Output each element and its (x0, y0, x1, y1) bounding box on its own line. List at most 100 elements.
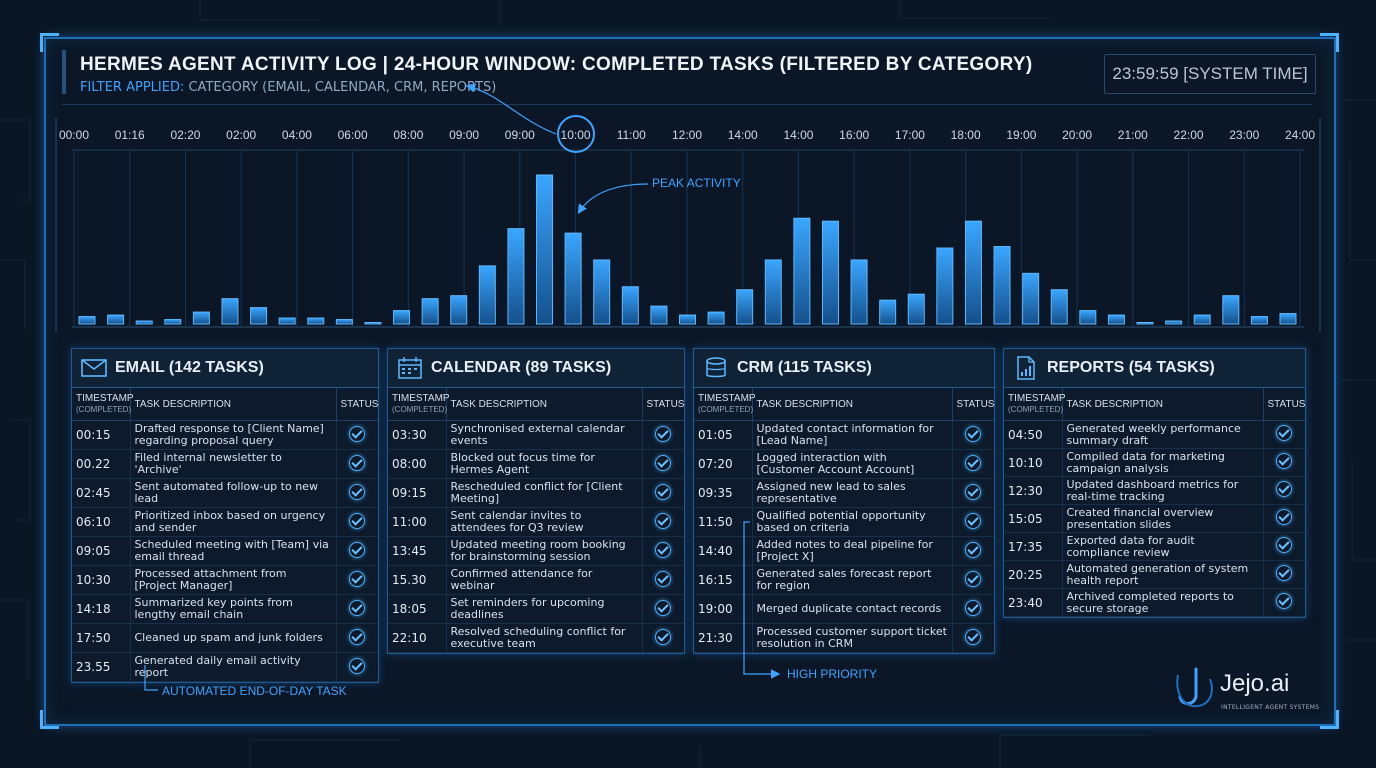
column-header-timestamp[interactable]: TIMESTAMP (COMPLETED) (72, 388, 134, 421)
column-header-task[interactable]: TASK DESCRIPTION (446, 388, 643, 421)
task-row[interactable]: 16:15 Generated sales forecast report for… (694, 565, 994, 595)
task-row[interactable]: 00.22 Filed internal newsletter to 'Archi… (72, 449, 378, 479)
activity-bar[interactable] (164, 319, 182, 325)
activity-bar[interactable] (393, 310, 411, 325)
column-header-task[interactable]: TASK DESCRIPTION (1062, 388, 1264, 421)
task-row[interactable]: 23:40 Archived completed reports to secur… (1004, 588, 1305, 617)
task-status (952, 565, 994, 595)
task-row[interactable]: 20:25 Automated generation of system heal… (1004, 560, 1305, 589)
activity-bar[interactable] (650, 305, 668, 325)
activity-bar[interactable] (964, 220, 982, 325)
activity-bar[interactable] (993, 246, 1011, 325)
activity-bar[interactable] (707, 311, 725, 325)
activity-bar[interactable] (1279, 313, 1297, 325)
activity-bar[interactable] (450, 295, 468, 325)
filter-indicator[interactable]: FILTER APPLIED: CATEGORY (EMAIL, CALENDA… (80, 80, 496, 95)
task-row[interactable]: 22:10 Resolved scheduling conflict for ex… (388, 623, 684, 653)
activity-bar[interactable] (764, 259, 782, 325)
column-header-status[interactable]: STATUS (952, 388, 994, 421)
task-row[interactable]: 23.55 Generated daily email activity repo… (72, 652, 378, 682)
check-circle-icon (349, 570, 366, 587)
activity-bar[interactable] (278, 317, 296, 325)
task-row[interactable]: 08:00 Blocked out focus time for Hermes A… (388, 449, 684, 479)
task-row[interactable]: 09:35 Assigned new lead to sales represen… (694, 478, 994, 508)
corner-accent (40, 710, 59, 729)
activity-bar[interactable] (879, 299, 897, 325)
activity-bar[interactable] (1165, 320, 1183, 325)
task-row[interactable]: 11:00 Sent calendar invites to attendees … (388, 507, 684, 537)
task-row[interactable]: 04:50 Generated weekly performance summar… (1004, 420, 1305, 449)
task-row[interactable]: 10:10 Compiled data for marketing campaig… (1004, 448, 1305, 477)
activity-bar[interactable] (307, 317, 325, 325)
activity-bar[interactable] (793, 217, 811, 325)
activity-bar[interactable] (564, 232, 582, 325)
activity-bar[interactable] (621, 286, 639, 325)
activity-bar[interactable] (1022, 272, 1040, 325)
activity-bar[interactable] (821, 220, 839, 325)
activity-bar[interactable] (192, 311, 210, 325)
column-header-status[interactable]: STATUS (336, 388, 378, 421)
activity-bar[interactable] (1222, 295, 1240, 325)
activity-bar[interactable] (107, 314, 125, 325)
column-header-timestamp[interactable]: TIMESTAMP (COMPLETED) (694, 388, 756, 421)
activity-bar[interactable] (507, 228, 525, 325)
activity-bar[interactable] (478, 265, 496, 325)
task-row[interactable]: 01:05 Updated contact information for [Le… (694, 420, 994, 450)
activity-bar[interactable] (1136, 322, 1154, 325)
task-row[interactable]: 00:15 Drafted response to [Client Name] r… (72, 420, 378, 450)
column-header-timestamp[interactable]: TIMESTAMP (COMPLETED) (388, 388, 450, 421)
task-row[interactable]: 14:18 Summarized key points from lengthy … (72, 594, 378, 624)
task-row[interactable]: 13:45 Updated meeting room booking for br… (388, 536, 684, 566)
task-row[interactable]: 19:00 Merged duplicate contact records (694, 594, 994, 624)
activity-bar[interactable] (536, 174, 554, 325)
task-row[interactable]: 18:05 Set reminders for upcoming deadline… (388, 594, 684, 624)
task-row[interactable]: 14:40 Added notes to deal pipeline for [P… (694, 536, 994, 566)
x-tick-label: 09:00 (449, 128, 479, 142)
task-row[interactable]: 07:20 Logged interaction with [Customer A… (694, 449, 994, 479)
task-row[interactable]: 06:10 Prioritized inbox based on urgency … (72, 507, 378, 537)
task-row[interactable]: 11:50 Qualified potential opportunity bas… (694, 507, 994, 537)
task-row[interactable]: 09:15 Rescheduled conflict for [Client Me… (388, 478, 684, 508)
column-header-status[interactable]: STATUS (1263, 388, 1305, 421)
activity-bar[interactable] (335, 319, 353, 325)
column-header-task[interactable]: TASK DESCRIPTION (752, 388, 953, 421)
task-row[interactable]: 10:30 Processed attachment from [Project … (72, 565, 378, 595)
task-description: Qualified potential opportunity based on… (752, 507, 953, 537)
task-row[interactable]: 15:05 Created financial overview presenta… (1004, 504, 1305, 533)
activity-bar[interactable] (907, 293, 925, 325)
task-row[interactable]: 17:35 Exported data for audit compliance … (1004, 532, 1305, 561)
task-timestamp: 14:18 (72, 594, 131, 624)
activity-bar[interactable] (1250, 316, 1268, 325)
activity-bar[interactable] (936, 247, 954, 325)
activity-bar[interactable] (593, 259, 611, 325)
activity-bar[interactable] (250, 307, 268, 325)
column-header-timestamp[interactable]: TIMESTAMP (COMPLETED) (1004, 388, 1066, 421)
activity-bar[interactable] (679, 314, 696, 325)
activity-bar[interactable] (78, 316, 96, 325)
task-status (642, 565, 684, 595)
task-row[interactable]: 12:30 Updated dashboard metrics for real-… (1004, 476, 1305, 505)
column-header-status[interactable]: STATUS (642, 388, 684, 421)
task-status (1263, 420, 1305, 449)
activity-bar[interactable] (1193, 314, 1211, 325)
header: HERMES AGENT ACTIVITY LOG | 24-HOUR WIND… (62, 48, 1312, 105)
activity-bar[interactable] (421, 298, 439, 325)
activity-bar[interactable] (850, 259, 868, 325)
task-row[interactable]: 09:05 Scheduled meeting with [Team] via e… (72, 536, 378, 566)
task-row[interactable]: 03:30 Synchronised external calendar even… (388, 420, 684, 450)
activity-bar[interactable] (1107, 314, 1125, 325)
column-header-task[interactable]: TASK DESCRIPTION (130, 388, 337, 421)
activity-bar[interactable] (135, 320, 153, 325)
task-description: Logged interaction with [Customer Accoun… (752, 449, 953, 479)
task-row[interactable]: 02:45 Sent automated follow-up to new lea… (72, 478, 378, 508)
task-status (336, 449, 378, 479)
activity-bar[interactable] (1079, 310, 1097, 325)
task-status (952, 478, 994, 508)
task-row[interactable]: 21:30 Processed customer support ticket r… (694, 623, 994, 653)
activity-bar[interactable] (736, 289, 754, 325)
activity-bar[interactable] (364, 322, 382, 325)
task-row[interactable]: 15.30 Confirmed attendance for webinar (388, 565, 684, 595)
activity-bar[interactable] (221, 298, 239, 325)
activity-bar[interactable] (1050, 289, 1068, 325)
task-row[interactable]: 17:50 Cleaned up spam and junk folders (72, 623, 378, 653)
